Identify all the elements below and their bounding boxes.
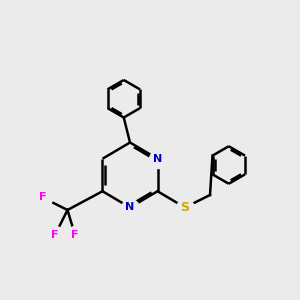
Text: F: F: [51, 230, 59, 240]
Text: F: F: [71, 230, 79, 240]
Text: N: N: [125, 202, 135, 212]
Text: N: N: [153, 154, 162, 164]
Text: S: S: [181, 201, 190, 214]
Text: F: F: [39, 193, 46, 202]
